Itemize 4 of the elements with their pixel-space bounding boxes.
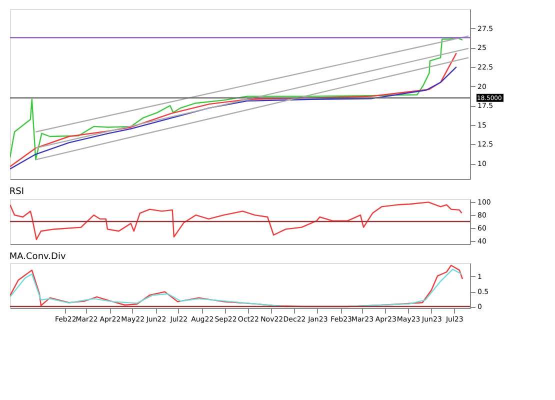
line-series xyxy=(10,36,464,160)
chart-title: MA.Conv.Div xyxy=(9,252,66,262)
chart-title: RSI xyxy=(9,187,24,198)
line-series xyxy=(10,202,462,240)
